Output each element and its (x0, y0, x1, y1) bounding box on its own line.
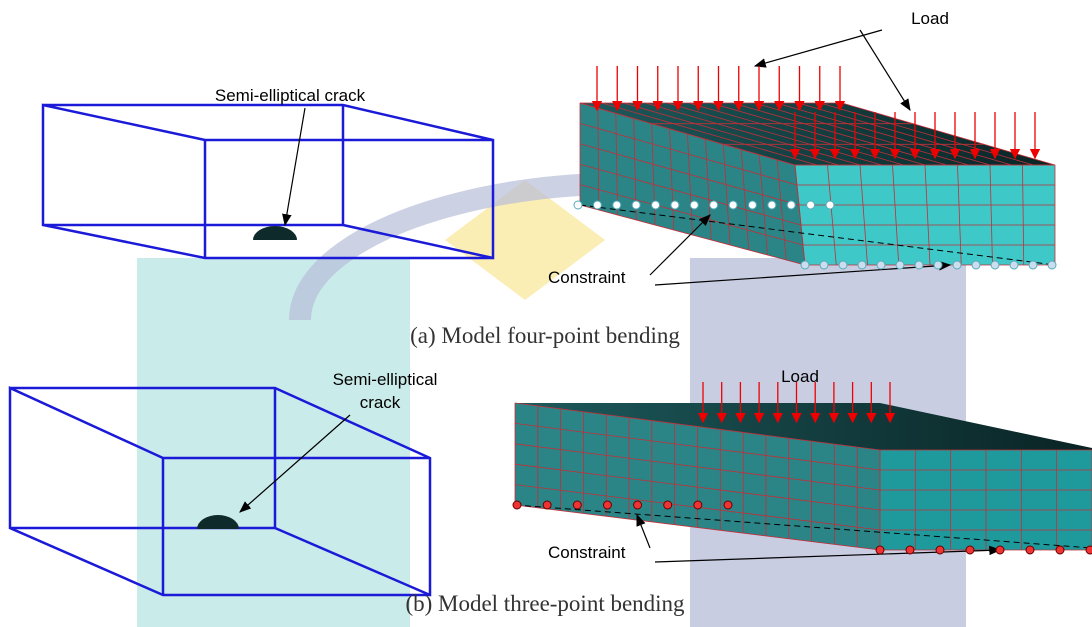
constraint-node (724, 501, 732, 509)
caption: (a) Model four-point bending (410, 323, 680, 348)
crack-label: Semi-elliptical crack (215, 86, 366, 105)
constraint-node (671, 201, 679, 209)
constraint-node (768, 201, 776, 209)
constraint-node (1029, 261, 1037, 269)
caption: (b) Model three-point bending (405, 591, 685, 616)
constraint-node (543, 501, 551, 509)
figure: Semi-elliptical crack Load Constraint (a… (0, 0, 1092, 627)
constraint-node (1026, 546, 1034, 554)
constraint-node (593, 201, 601, 209)
pointer (285, 108, 305, 225)
constraint-node (748, 201, 756, 209)
crack-label: crack (360, 393, 401, 412)
constraint-node (934, 261, 942, 269)
constraint-node (876, 546, 884, 554)
mesh-block-b (515, 403, 1092, 550)
constraint-node (603, 501, 611, 509)
constraint-node (634, 501, 642, 509)
constraint-node (1048, 261, 1056, 269)
constraint-node (573, 501, 581, 509)
constraint-node (906, 546, 914, 554)
constraint-node (1010, 261, 1018, 269)
constraint-node (858, 261, 866, 269)
constraint-node (632, 201, 640, 209)
constraint-node (826, 201, 834, 209)
constraint-node (652, 201, 660, 209)
constraint-node (801, 261, 809, 269)
constraint-label: Constraint (548, 543, 626, 562)
constraint-node (787, 201, 795, 209)
constraint-node (690, 201, 698, 209)
constraint-node (953, 261, 961, 269)
constraint-node (915, 261, 923, 269)
constraint-node (729, 201, 737, 209)
load-label: Load (911, 9, 949, 28)
constraint-node (996, 546, 1004, 554)
constraint-node (1056, 546, 1064, 554)
constraint-node (936, 546, 944, 554)
constraint-node (613, 201, 621, 209)
constraint-node (1086, 546, 1092, 554)
constraint-node (972, 261, 980, 269)
constraint-node (710, 201, 718, 209)
constraint-node (513, 501, 521, 509)
constraint-node (694, 501, 702, 509)
mesh-block-a (580, 103, 1055, 265)
constraint-node (839, 261, 847, 269)
constraint-label: Constraint (548, 268, 626, 287)
load-label: Load (781, 367, 819, 386)
constraint-node (991, 261, 999, 269)
constraint-node (574, 201, 582, 209)
wireframe-a (43, 105, 493, 258)
crack-label: Semi-elliptical (333, 370, 438, 389)
constraint-node (877, 261, 885, 269)
constraint-node (896, 261, 904, 269)
constraint-node (966, 546, 974, 554)
constraint-node (820, 261, 828, 269)
pointer (860, 30, 910, 110)
constraint-node (664, 501, 672, 509)
constraint-node (807, 201, 815, 209)
